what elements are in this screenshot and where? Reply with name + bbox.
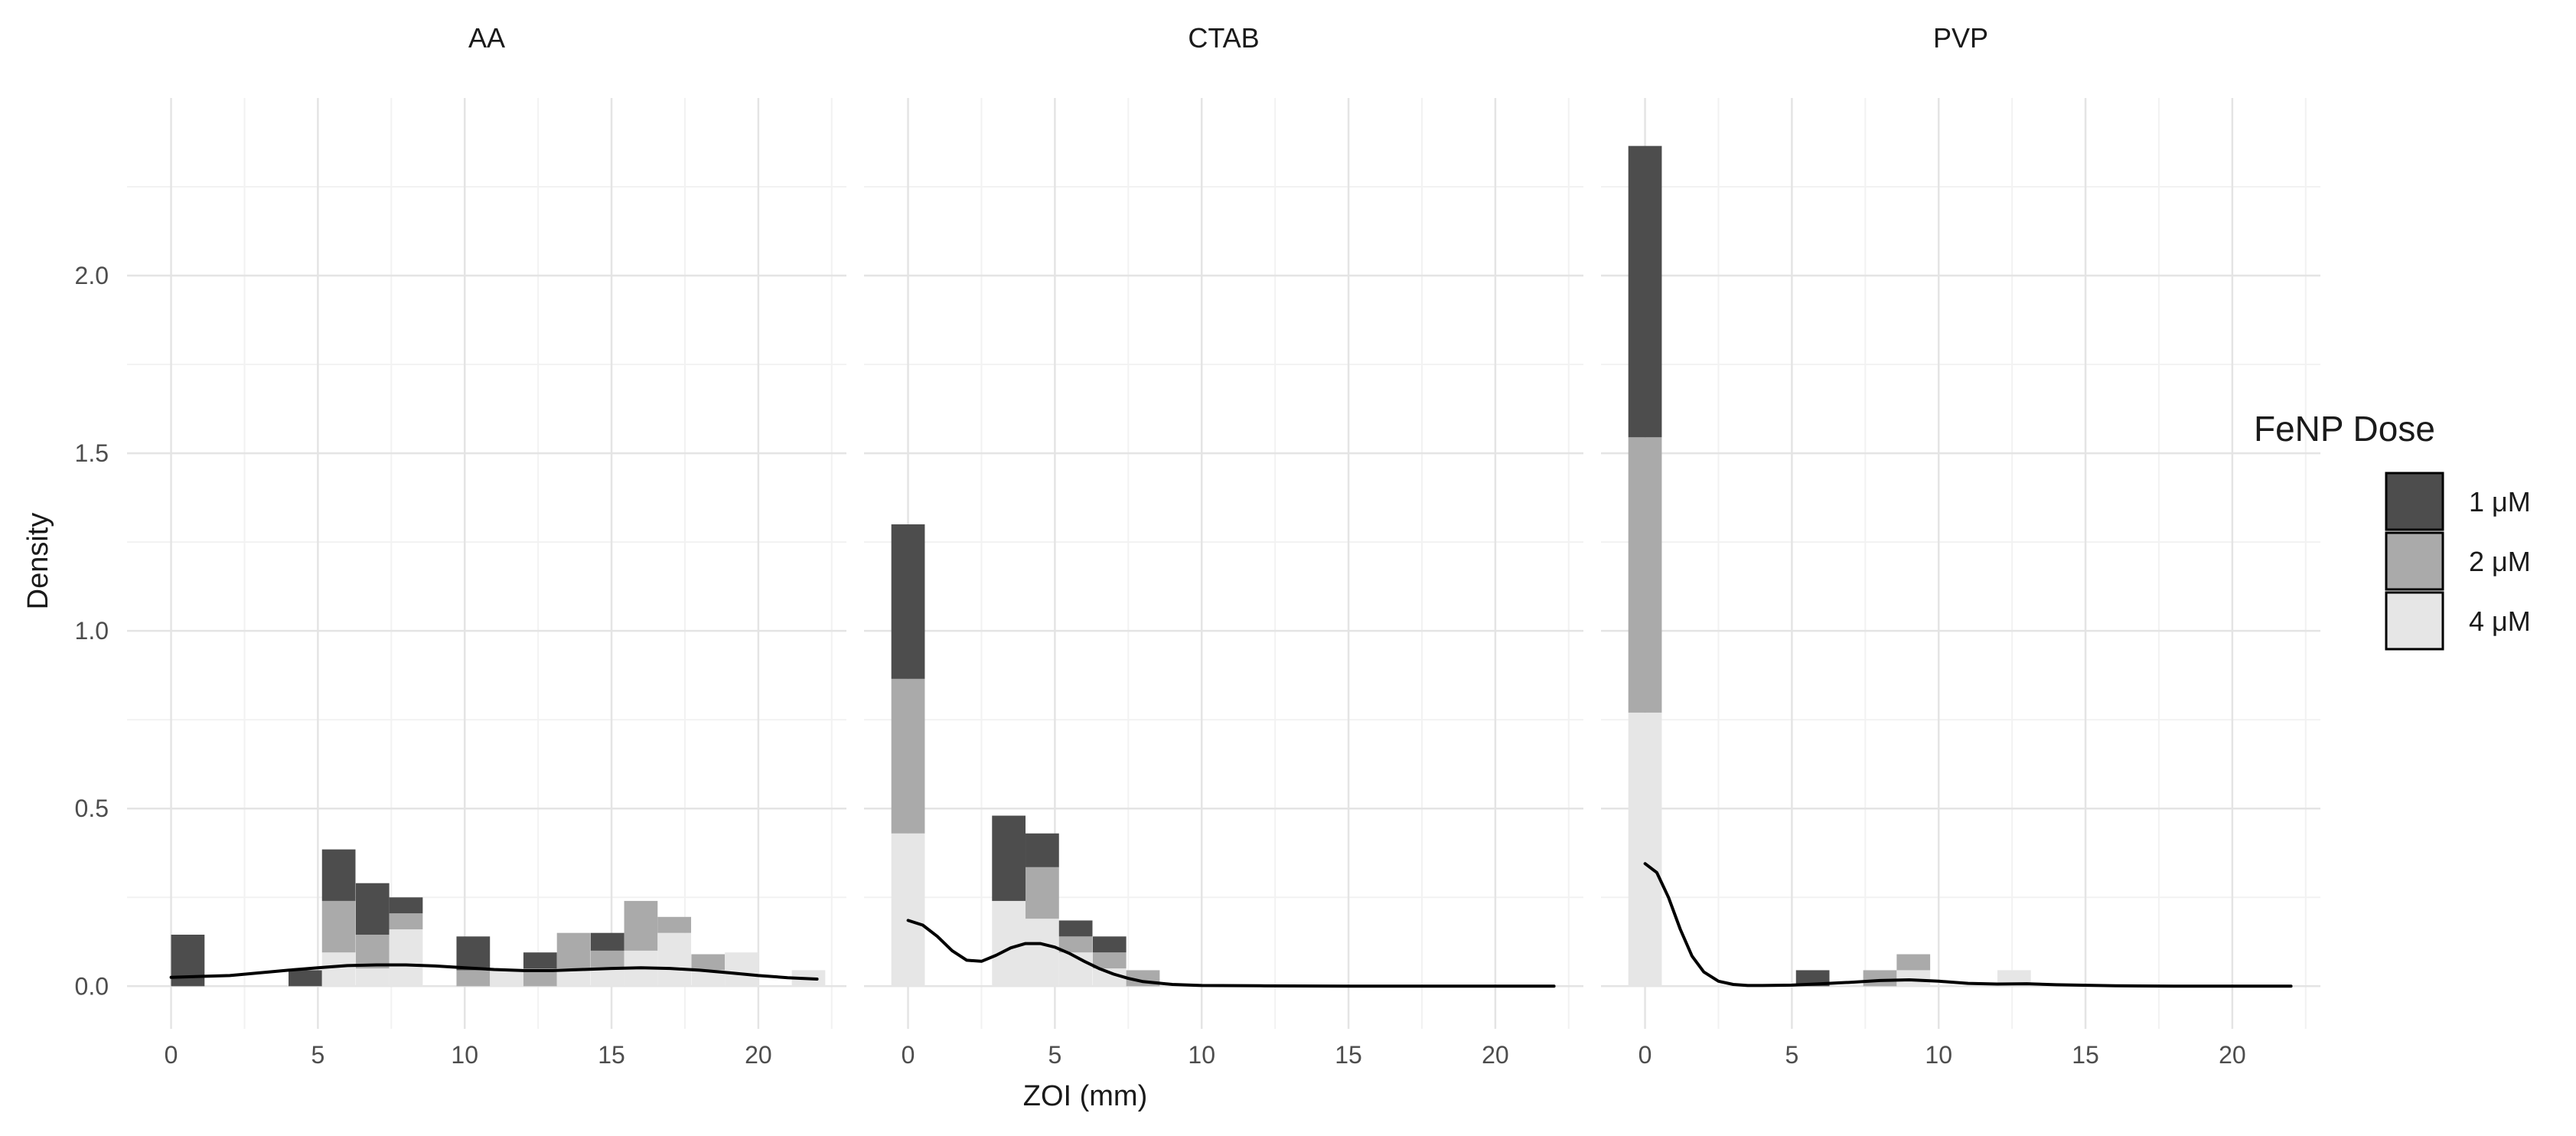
density-curve-pvp xyxy=(1643,862,2293,988)
histogram-bar-aa-3-dose-2 xyxy=(355,968,390,987)
legend-title: FeNP Dose xyxy=(2254,409,2435,449)
histogram-bar-aa-8-dose-1 xyxy=(556,932,591,969)
histogram-bar-ctab-4-dose-1 xyxy=(1092,952,1127,969)
histogram-bar-aa-5-dose-0 xyxy=(456,936,491,971)
y-tick-label: 0.0 xyxy=(75,972,109,1000)
histogram-bar-aa-11-dose-1 xyxy=(657,916,692,933)
histogram-bar-aa-2-dose-2 xyxy=(321,952,356,987)
legend-swatch-2 xyxy=(2385,591,2444,651)
histogram-bar-ctab-1-dose-2 xyxy=(992,900,1026,987)
x-tick-label: 5 xyxy=(1785,1041,1798,1069)
histogram-bar-pvp-2-dose-1 xyxy=(1863,970,1897,987)
density-curve-ctab xyxy=(906,919,1556,988)
histogram-bar-pvp-3-dose-2 xyxy=(1896,970,1931,987)
x-tick-label: 0 xyxy=(165,1041,178,1069)
facet-panel-pvp: PVP 0 5 10 15 20 xyxy=(1601,22,2320,1069)
histogram-bar-aa-3-dose-1 xyxy=(355,935,390,969)
x-tick-label: 15 xyxy=(1335,1041,1362,1069)
histogram-bar-pvp-4-dose-2 xyxy=(1997,970,2031,987)
density-curve-aa xyxy=(169,963,819,981)
legend-label-2: 4 μM xyxy=(2469,606,2531,637)
histogram-bar-aa-9-dose-0 xyxy=(590,932,624,951)
histogram-bar-ctab-2-dose-2 xyxy=(1026,919,1059,987)
histogram-bar-aa-4-dose-1 xyxy=(389,913,423,930)
histogram-bar-aa-9-dose-2 xyxy=(590,968,624,987)
legend-label-0: 1 μM xyxy=(2469,486,2531,517)
histogram-bar-ctab-4-dose-2 xyxy=(1092,968,1127,987)
legend-swatch-1 xyxy=(2385,531,2444,591)
histogram-bar-aa-1-dose-0 xyxy=(289,970,322,987)
histogram-bar-pvp-0-dose-2 xyxy=(1628,712,1662,987)
histogram-bar-aa-2-dose-1 xyxy=(321,900,356,953)
legend-label-1: 2 μM xyxy=(2469,546,2531,577)
x-tick-label: 0 xyxy=(902,1041,915,1069)
histogram-bar-ctab-3-dose-0 xyxy=(1058,920,1093,937)
x-tick-label: 10 xyxy=(1188,1041,1215,1069)
facet-title-pvp: PVP xyxy=(1933,22,1988,54)
x-tick-label: 10 xyxy=(451,1041,478,1069)
histogram-bar-aa-5-dose-1 xyxy=(456,970,491,987)
legend: FeNP Dose 1 μM 2 μM 4 μM xyxy=(2254,409,2531,651)
histogram-bar-aa-2-dose-0 xyxy=(321,849,356,901)
histogram-bar-ctab-0-dose-1 xyxy=(891,678,925,834)
facet-panel-ctab: CTAB 0 5 10 15 20 xyxy=(864,22,1583,1069)
x-tick-label: 0 xyxy=(1639,1041,1652,1069)
histogram-bar-aa-6-dose-2 xyxy=(490,970,523,987)
x-tick-label: 15 xyxy=(2072,1041,2099,1069)
histogram-bar-ctab-4-dose-0 xyxy=(1092,936,1127,953)
legend-items: 1 μM 2 μM 4 μM xyxy=(2385,472,2531,651)
x-tick-label: 20 xyxy=(745,1041,772,1069)
facet-title-ctab: CTAB xyxy=(1188,22,1259,54)
histogram-bar-ctab-2-dose-1 xyxy=(1026,867,1059,919)
facet-title-aa: AA xyxy=(468,22,505,54)
histogram-bar-pvp-1-dose-0 xyxy=(1795,970,1830,987)
y-tick-label: 2.0 xyxy=(75,262,109,289)
histogram-bar-ctab-2-dose-0 xyxy=(1026,833,1059,867)
histogram-bar-aa-3-dose-0 xyxy=(355,883,390,935)
x-tick-label: 20 xyxy=(2219,1041,2246,1069)
y-axis: 0.0 0.5 1.0 1.5 2.0 xyxy=(75,262,109,1000)
x-tick-label: 20 xyxy=(1482,1041,1509,1069)
histogram-bar-aa-7-dose-1 xyxy=(523,968,557,987)
x-tick-label: 15 xyxy=(598,1041,625,1069)
histogram-bar-ctab-0-dose-0 xyxy=(891,524,925,679)
facet-panel-aa: AA 0 5 10 15 20 xyxy=(127,22,846,1069)
y-tick-label: 0.5 xyxy=(75,795,109,822)
histogram-bar-aa-7-dose-0 xyxy=(523,952,557,969)
facet-panels: AA 0 5 10 15 20 CTAB 0 5 10 15 20 PVP 0 5 10 15 20 xyxy=(127,22,2320,1069)
histogram-bar-pvp-0-dose-0 xyxy=(1628,145,1662,438)
histogram-bar-aa-8-dose-2 xyxy=(556,968,591,987)
x-tick-label: 5 xyxy=(311,1041,324,1069)
histogram-bar-pvp-0-dose-1 xyxy=(1628,437,1662,713)
histogram-bar-aa-10-dose-1 xyxy=(624,900,658,951)
y-axis-label: Density xyxy=(22,513,54,610)
histogram-bar-ctab-1-dose-0 xyxy=(992,815,1026,901)
histogram-bar-aa-11-dose-2 xyxy=(657,932,692,987)
histogram-bar-aa-13-dose-2 xyxy=(725,952,758,987)
histogram-bar-aa-4-dose-0 xyxy=(389,897,423,914)
y-tick-label: 1.5 xyxy=(75,439,109,467)
legend-swatch-0 xyxy=(2385,472,2444,531)
y-tick-label: 1.0 xyxy=(75,617,109,645)
histogram-bar-ctab-3-dose-1 xyxy=(1058,936,1093,953)
histogram-bar-aa-12-dose-1 xyxy=(691,954,726,971)
histogram-bar-aa-12-dose-2 xyxy=(691,970,726,987)
x-tick-label: 5 xyxy=(1048,1041,1061,1069)
x-axis-label: ZOI (mm) xyxy=(1023,1080,1148,1112)
x-tick-label: 10 xyxy=(1925,1041,1952,1069)
histogram-bar-pvp-3-dose-1 xyxy=(1896,954,1931,971)
histogram-bar-aa-9-dose-1 xyxy=(590,950,624,969)
histogram-bar-aa-4-dose-2 xyxy=(389,929,423,987)
histogram-bar-ctab-0-dose-2 xyxy=(891,833,925,987)
